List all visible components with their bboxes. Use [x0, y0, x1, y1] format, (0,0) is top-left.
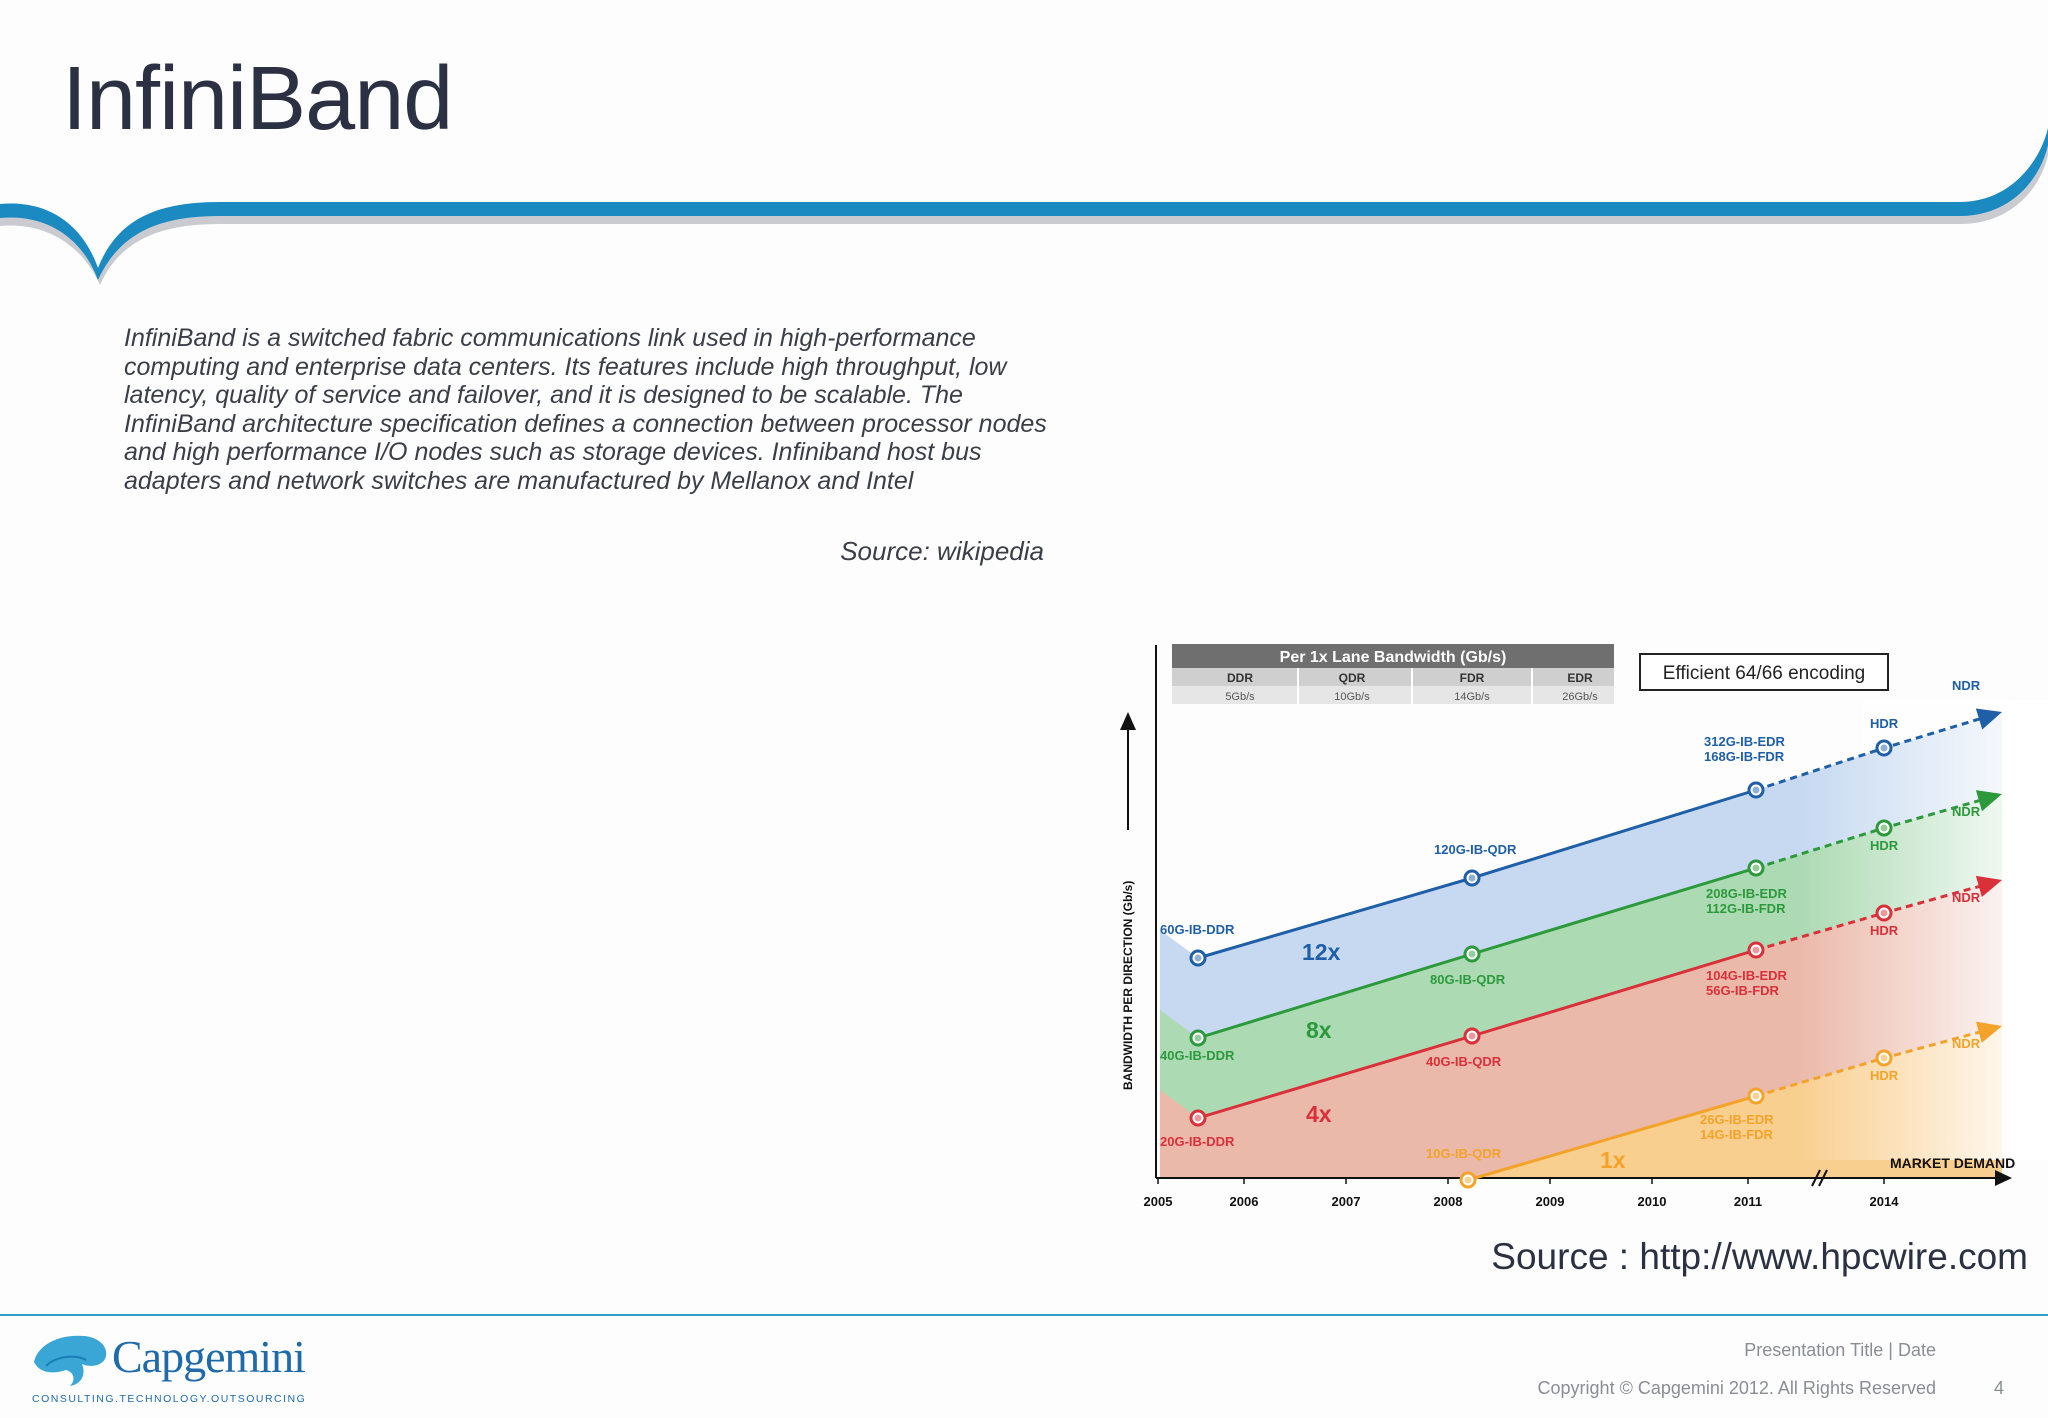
- data-point-core: [1468, 874, 1476, 882]
- table-value: 14Gb/s: [1454, 691, 1490, 703]
- data-point-core: [1752, 946, 1760, 954]
- infiniband-roadmap-chart: BANDWIDTH PER DIRECTION (Gb/s) Per 1x La…: [1120, 644, 2048, 1209]
- end-label: NDR: [1952, 890, 1981, 905]
- point-label: HDR: [1870, 923, 1899, 938]
- data-point-core: [1194, 954, 1202, 962]
- footer-divider: [0, 1314, 2048, 1316]
- multiplier-label: 4x: [1306, 1101, 1332, 1127]
- page-number: 4: [1993, 1378, 2004, 1398]
- axis-break-mark: [1811, 1169, 1821, 1187]
- table-title: Per 1x Lane Bandwidth (Gb/s): [1280, 649, 1507, 666]
- data-point-core: [1752, 864, 1760, 872]
- point-label: 40G-IB-DDR: [1160, 1048, 1235, 1063]
- data-point-core: [1880, 744, 1888, 752]
- x-tick-label: 2008: [1434, 1194, 1463, 1209]
- svg-text:Capgemini: Capgemini: [112, 1331, 305, 1382]
- point-label: 112G-IB-FDR: [1706, 901, 1786, 916]
- svg-text:CONSULTING.TECHNOLOGY.OUTSOURC: CONSULTING.TECHNOLOGY.OUTSOURCING: [32, 1393, 306, 1405]
- point-label: 60G-IB-DDR: [1160, 922, 1235, 937]
- point-label: 56G-IB-FDR: [1706, 983, 1780, 998]
- point-label: 168G-IB-FDR: [1704, 749, 1785, 764]
- table-header: EDR: [1567, 671, 1593, 685]
- multiplier-label: 8x: [1306, 1017, 1332, 1043]
- point-label: HDR: [1870, 1068, 1899, 1083]
- point-label: HDR: [1870, 838, 1899, 853]
- header-swoosh: [0, 128, 2048, 285]
- data-point-core: [1752, 1092, 1760, 1100]
- data-point-core: [1880, 909, 1888, 917]
- point-label: 14G-IB-FDR: [1700, 1127, 1774, 1142]
- point-label: 104G-IB-EDR: [1706, 968, 1788, 983]
- source-wikipedia: Source: wikipedia: [840, 536, 1044, 566]
- capgemini-logo: Capgemini CONSULTING.TECHNOLOGY.OUTSOURC…: [32, 1331, 306, 1405]
- point-label: 10G-IB-QDR: [1426, 1146, 1502, 1161]
- data-point-core: [1194, 1114, 1202, 1122]
- data-point-core: [1468, 1032, 1476, 1040]
- multiplier-label: 12x: [1302, 939, 1341, 965]
- x-axis-arrow: [1995, 1170, 2012, 1186]
- series-arrow-12x: [1975, 708, 2002, 730]
- table-value: 5Gb/s: [1225, 691, 1255, 703]
- series-arrow-8x: [1975, 790, 2002, 812]
- point-label: 20G-IB-DDR: [1160, 1134, 1235, 1149]
- presentation-title-date: Presentation Title | Date: [1744, 1340, 1936, 1360]
- encoding-note: Efficient 64/66 encoding: [1663, 663, 1865, 684]
- y-axis-label: BANDWIDTH PER DIRECTION (Gb/s): [1121, 881, 1135, 1090]
- point-label: 208G-IB-EDR: [1706, 886, 1788, 901]
- series-arrow-4x: [1975, 875, 2002, 898]
- table-value: 26Gb/s: [1562, 691, 1598, 703]
- body-paragraph: InfiniBand is a switched fabric communic…: [124, 324, 1047, 495]
- point-label: HDR: [1870, 716, 1899, 731]
- table-header: FDR: [1460, 671, 1485, 685]
- lane-bandwidth-table: Per 1x Lane Bandwidth (Gb/s) DDR 5Gb/s QDR…: [1172, 644, 1614, 704]
- data-point-core: [1464, 1176, 1472, 1184]
- y-axis-arrow: [1120, 712, 1136, 730]
- series-line-1x: [1467, 1094, 1757, 1182]
- encoding-note-box: [1639, 653, 1889, 691]
- data-point-core: [1194, 1034, 1202, 1042]
- data-point-core: [1880, 824, 1888, 832]
- x-tick-label: 2010: [1638, 1194, 1667, 1209]
- x-tick-label: 2014: [1870, 1194, 1900, 1209]
- table-header: DDR: [1227, 671, 1253, 685]
- point-label: 120G-IB-QDR: [1434, 842, 1517, 857]
- table-value: 10Gb/s: [1334, 691, 1370, 703]
- point-label: 26G-IB-EDR: [1700, 1112, 1774, 1127]
- x-tick-label: 2005: [1144, 1194, 1173, 1209]
- end-label: NDR: [1952, 678, 1981, 693]
- table-header: QDR: [1339, 671, 1366, 685]
- data-point-core: [1752, 786, 1760, 794]
- spade-icon: [34, 1335, 107, 1386]
- slide-title: InfiniBand: [62, 49, 453, 149]
- point-label: 80G-IB-QDR: [1430, 972, 1506, 987]
- x-tick-label: 2011: [1734, 1194, 1762, 1209]
- data-point-core: [1468, 950, 1476, 958]
- end-label: NDR: [1952, 804, 1981, 819]
- series-arrow-1x: [1975, 1021, 2002, 1043]
- x-tick-label: 2006: [1230, 1194, 1259, 1209]
- x-tick-label: 2007: [1332, 1194, 1361, 1209]
- chart-source: Source : http://www.hpcwire.com: [1491, 1236, 2028, 1277]
- copyright: Copyright © Capgemini 2012. All Rights R…: [1537, 1378, 1936, 1398]
- x-axis-label: MARKET DEMAND: [1890, 1155, 2015, 1171]
- point-label: 312G-IB-EDR: [1704, 734, 1786, 749]
- x-tick-label: 2009: [1536, 1194, 1565, 1209]
- data-point-core: [1880, 1054, 1888, 1062]
- multiplier-label: 1x: [1600, 1147, 1626, 1173]
- point-label: 40G-IB-QDR: [1426, 1054, 1502, 1069]
- end-label: NDR: [1952, 1036, 1981, 1051]
- axis-break-mark: [1818, 1169, 1828, 1187]
